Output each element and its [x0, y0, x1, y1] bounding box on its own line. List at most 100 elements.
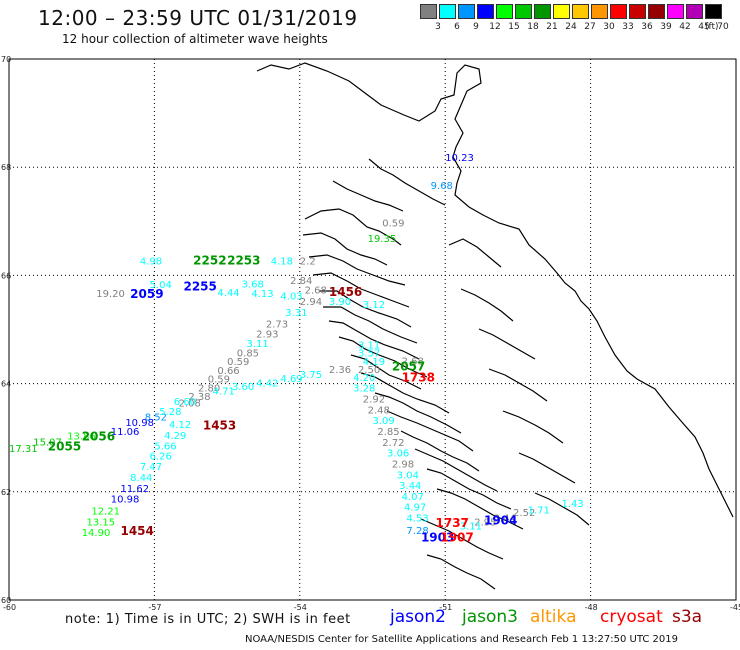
legend-label: 27	[584, 22, 596, 32]
longitude-label: -45	[730, 603, 740, 612]
legend-swatch	[553, 4, 570, 19]
pass-time-label: 2059	[130, 287, 163, 301]
wave-height-label: 11.62	[120, 484, 149, 495]
latitude-label: 66	[1, 271, 11, 280]
latitude-label: 68	[1, 163, 11, 172]
map-canvas: 70 68 66 64 62 60-60 -57 -54 -51 -48 -45 10.23 9.68 0…	[1, 55, 740, 612]
legend-label: 9	[473, 22, 479, 32]
wave-height-label: 4.07	[402, 492, 424, 503]
wave-height-label: 13.15	[87, 517, 116, 528]
wave-height-label: 4.13	[251, 289, 273, 300]
satellite-altika: altika	[530, 607, 577, 627]
longitude-label: -51	[439, 603, 452, 612]
legend-swatch	[591, 4, 608, 19]
legend-label: 36	[641, 22, 653, 32]
wave-height-label: 3.11	[358, 340, 380, 351]
wave-height-label: 4.29	[164, 431, 186, 442]
wave-height-label: 0.66	[217, 366, 239, 377]
wave-height-label: 4.53	[406, 514, 428, 525]
wave-height-label: 2.84	[290, 276, 312, 287]
wave-height-label: 4.98	[140, 257, 162, 268]
longitude-label: -48	[585, 603, 598, 612]
legend-swatch	[439, 4, 456, 19]
wave-height-label: 13.86	[67, 431, 96, 442]
legend-swatch	[534, 4, 551, 19]
legend-label: 42	[679, 22, 691, 32]
wave-height-label: 8.44	[130, 473, 152, 484]
wave-height-label: 4.44	[217, 288, 239, 299]
wave-height-label: 2.52	[513, 508, 535, 519]
legend-swatch	[667, 4, 684, 19]
wave-height-label: 19.35	[368, 234, 397, 245]
wave-height-label: 3.06	[387, 449, 409, 460]
wave-height-label: 4.42	[256, 378, 278, 389]
wave-height-label: 4.97	[404, 503, 426, 514]
pass-time-label: 1454	[120, 524, 153, 538]
wave-height-label: 2.72	[382, 438, 404, 449]
wave-height-label: 2.68	[305, 285, 327, 296]
wave-height-label: 3.31	[285, 308, 307, 319]
wave-height-label: 1.71	[528, 505, 550, 516]
satellite-jason3: jason3	[462, 607, 518, 627]
wave-height-label: 2.48	[368, 405, 390, 416]
wave-height-label: 12.21	[91, 507, 120, 518]
wave-height-label: 9.68	[431, 181, 453, 192]
pass-time-label: 1904	[484, 513, 517, 527]
wave-height-label: 4.03	[280, 292, 302, 303]
wave-height-label: 14.90	[82, 528, 111, 539]
legend-swatch	[686, 4, 703, 19]
legend-swatch	[610, 4, 627, 19]
wave-height-label: 10.98	[111, 495, 140, 506]
wave-height-label: 2.08	[179, 398, 201, 409]
wave-height-label: 10.23	[445, 153, 474, 164]
legend-label: 30	[603, 22, 615, 32]
legend-label: 12	[489, 22, 501, 32]
legend-swatch	[420, 4, 437, 19]
satellite-jason2: jason2	[390, 607, 446, 627]
wave-height-label: 4.12	[169, 420, 191, 431]
wave-height-label: 11.06	[111, 427, 140, 438]
wave-height-label: 0.59	[208, 375, 230, 386]
wave-height-label: 15.07	[33, 437, 62, 448]
pass-time-label: 2055	[48, 440, 81, 454]
legend-swatch	[515, 4, 532, 19]
pass-time-label: 1453	[203, 419, 236, 433]
wave-height-label: 2.36	[329, 365, 351, 376]
wave-height-label: 1.43	[562, 499, 584, 510]
wave-height-label: 7.28	[406, 526, 428, 537]
wave-height-label: 3.75	[300, 370, 322, 381]
map-subtitle: 12 hour collection of altimeter wave hei…	[62, 32, 328, 46]
latitude-label: 64	[1, 380, 11, 389]
legend-swatch	[477, 4, 494, 19]
legend-swatch	[496, 4, 513, 19]
map-title: 12:00 – 23:59 UTC 01/31/2019	[38, 6, 358, 30]
legend-label: 70	[717, 22, 729, 32]
footer-note: note: 1) Time is in UTC; 2) SWH is in fe…	[65, 612, 351, 627]
wave-height-label: 5.66	[154, 442, 176, 453]
wave-height-label: 2.93	[256, 330, 278, 341]
wave-height-label: 7.47	[140, 462, 162, 473]
pass-time-label: 2255	[183, 280, 216, 294]
wave-height-label: 4.18	[271, 257, 293, 268]
map-frame	[8, 58, 737, 601]
legend-label: 45	[698, 22, 710, 32]
pass-time-label: 2253	[227, 254, 260, 268]
legend-label: 6	[454, 22, 460, 32]
legend-label: 3	[435, 22, 441, 32]
legend-swatch	[648, 4, 665, 19]
wave-height-label: 2.73	[266, 319, 288, 330]
wave-height-label: 3.44	[494, 514, 516, 525]
wave-height-label: 2.68	[402, 357, 424, 368]
wave-height-label: 2.80	[198, 384, 220, 395]
wave-height-label: 4.19	[363, 357, 385, 368]
footer-credit: NOAA/NESDIS Center for Satellite Applica…	[245, 634, 678, 645]
wave-height-label: 3.44	[399, 481, 421, 492]
pass-time-label: 1907	[440, 531, 473, 545]
longitude-label: -60	[3, 603, 16, 612]
pass-time-label: 2056	[82, 429, 115, 443]
legend-label: 24	[565, 22, 577, 32]
wave-height-label: 0.59	[227, 357, 249, 368]
wave-height-label: 4.20	[353, 373, 375, 384]
wave-height-label: 2.95	[474, 517, 496, 528]
legend-label: 18	[527, 22, 539, 32]
